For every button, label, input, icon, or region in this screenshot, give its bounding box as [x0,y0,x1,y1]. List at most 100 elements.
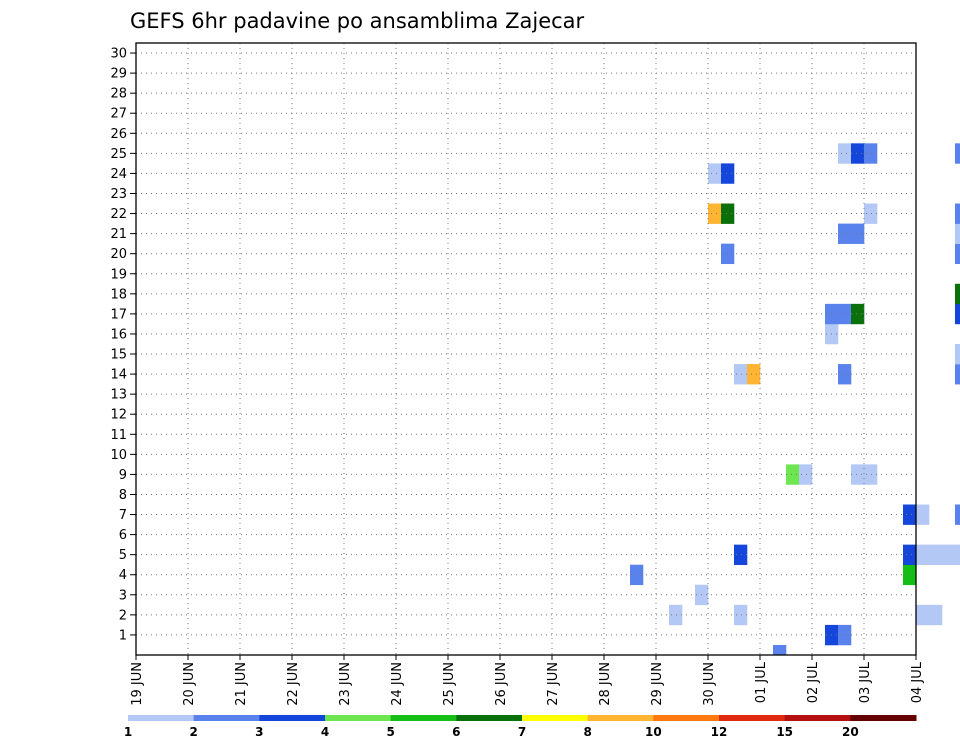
y-tick-label: 4 [119,568,127,583]
y-tick-label: 20 [110,247,127,262]
x-tick-label: 22 JUN [286,662,301,706]
y-tick-label: 25 [110,147,127,162]
colorbar-swatch [784,715,851,721]
x-tick-label: 02 JUL [806,661,821,703]
precip-cell [955,544,960,566]
colorbar: 1 2 3 4 5 6 7 8 10 12 15 20 [124,715,917,739]
y-tick-label: 19 [110,267,127,282]
precip-cell [929,604,943,626]
colorbar-swatch [522,715,589,721]
x-tick-label: 01 JUL [754,661,769,703]
x-tick-label: 21 JUN [234,662,249,706]
colorbar-swatch [390,715,457,721]
colorbar-label: 4 [321,725,329,739]
x-tick-label: 20 JUN [182,662,197,706]
colorbar-swatch [128,715,195,721]
precip-cell [838,143,852,164]
precip-cell [838,364,852,385]
x-tick-label: 04 JUL [910,661,925,703]
colorbar-label: 1 [124,725,132,739]
y-tick-label: 17 [110,307,127,322]
precip-cell [747,364,761,385]
y-tick-label: 24 [110,167,127,182]
y-tick-label: 10 [110,448,127,463]
x-tick-label: 29 JUN [650,662,665,706]
precip-cell [734,544,748,566]
y-tick-label: 1 [119,628,127,643]
precip-cell [838,624,852,646]
x-tick-label: 23 JUN [338,662,353,706]
plot-frame [135,42,917,656]
colorbar-label: 5 [386,725,394,739]
y-tick-label: 3 [119,588,127,603]
precip-cell [734,364,748,385]
x-axis: 19 JUN 20 JUN 21 JUN 22 JUN 23 JUN 24 JUN 25 J… [130,655,925,706]
precip-cell [773,644,787,656]
x-tick-label: 24 JUN [390,662,405,706]
colorbar-label: 6 [452,725,460,739]
colorbar-label: 2 [189,725,197,739]
y-tick-label: 18 [110,287,127,302]
precip-cells [630,143,960,656]
y-tick-label: 5 [119,548,127,563]
precip-cell [955,504,960,525]
y-tick-label: 28 [110,87,127,102]
precip-cell [955,364,960,385]
colorbar-label: 20 [842,725,859,739]
y-tick-label: 15 [110,348,127,363]
colorbar-label: 7 [518,725,526,739]
precip-cell [851,303,865,325]
colorbar-label: 8 [583,725,591,739]
y-tick-label: 9 [119,468,127,483]
y-tick-label: 11 [110,428,127,443]
y-tick-label: 29 [110,67,127,82]
y-tick-label: 21 [110,227,127,242]
y-tick-label: 30 [110,47,127,62]
colorbar-swatch [456,715,523,721]
precip-cell [864,143,878,164]
precip-cell [851,464,865,485]
precip-cell [734,604,748,626]
colorbar-label: 12 [711,725,728,739]
precip-cell [955,243,960,265]
precip-cell [864,203,878,224]
precip-cell [955,203,960,224]
y-tick-label: 26 [110,127,127,142]
chart-title: GEFS 6hr padavine po ansamblima Zajecar [130,9,585,33]
precip-cell [708,163,722,184]
precip-cell [851,143,865,164]
y-tick-label: 22 [110,207,127,222]
precip-cell [864,464,878,485]
precip-cell [916,544,930,566]
precip-cell [955,283,960,305]
precip-cell [721,163,735,184]
colorbar-swatch [259,715,326,721]
colorbar-label: 10 [645,725,662,739]
precip-cell [786,464,800,485]
precip-cell [838,223,852,244]
y-tick-label: 2 [119,608,127,623]
precip-cell [708,203,722,224]
y-tick-label: 13 [110,388,127,403]
y-tick-label: 23 [110,187,127,202]
x-tick-label: 25 JUN [442,662,457,706]
y-tick-label: 6 [119,528,127,543]
x-tick-label: 19 JUN [130,662,145,706]
colorbar-swatch [850,715,917,721]
colorbar-swatch [653,715,720,721]
x-tick-label: 28 JUN [598,662,613,706]
x-tick-label: 26 JUN [494,662,509,706]
precip-cell [669,604,683,626]
y-tick-label: 8 [119,488,127,503]
colorbar-label: 3 [255,725,263,739]
precip-cell [942,544,956,566]
precip-cell [721,243,735,265]
precip-cell [955,143,960,164]
colorbar-swatch [325,715,392,721]
precip-cell [903,564,917,586]
precip-cell [721,203,735,224]
y-tick-label: 12 [110,408,127,423]
precip-cell [955,343,960,365]
precip-cell [916,504,930,525]
